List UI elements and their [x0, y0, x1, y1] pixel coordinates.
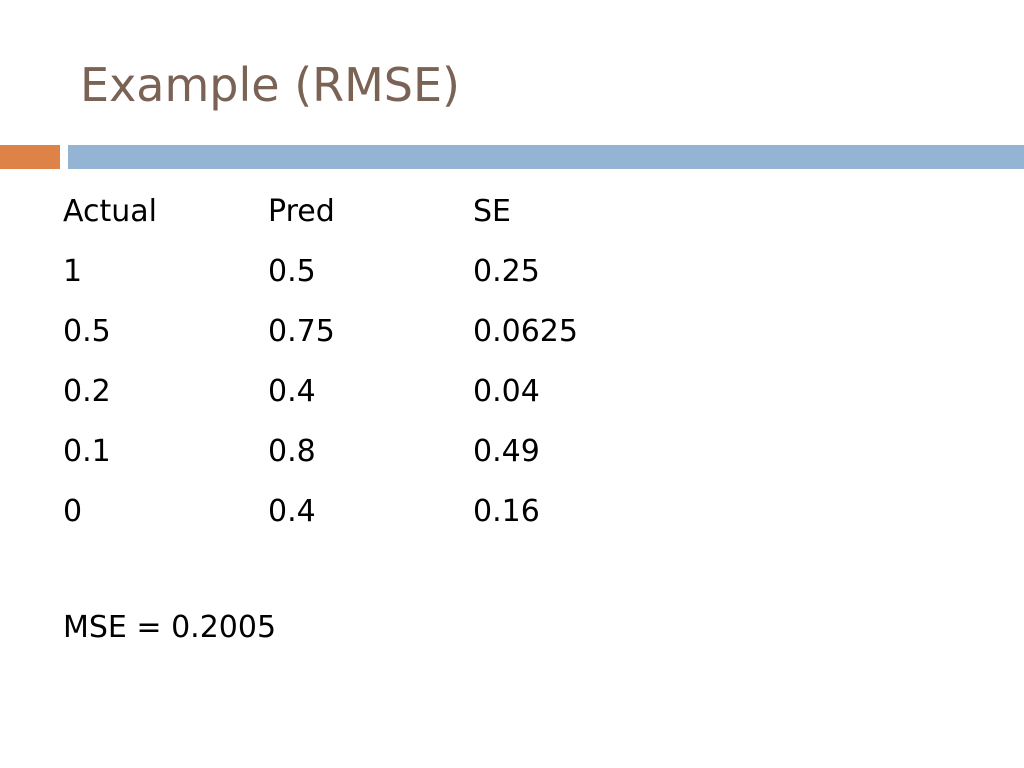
table-row: 0.1 0.8 0.49: [63, 424, 673, 484]
cell-se: 0.16: [473, 494, 540, 529]
cell-actual: 1: [63, 254, 83, 289]
cell-se: 0.04: [473, 374, 540, 409]
table-row: 1 0.5 0.25: [63, 244, 673, 304]
header-actual: Actual: [63, 194, 157, 229]
accent-bar-orange: [0, 145, 60, 169]
cell-se: 0.0625: [473, 314, 578, 349]
cell-actual: 0.1: [63, 434, 111, 469]
accent-bar-blue: [68, 145, 1024, 169]
cell-actual: 0: [63, 494, 83, 529]
cell-pred: 0.5: [268, 254, 316, 289]
cell-pred: 0.8: [268, 434, 316, 469]
cell-se: 0.25: [473, 254, 540, 289]
table-row: 0 0.4 0.16: [63, 484, 673, 544]
table-header-row: Actual Pred SE: [63, 184, 673, 244]
cell-pred: 0.75: [268, 314, 335, 349]
cell-actual: 0.5: [63, 314, 111, 349]
data-table: Actual Pred SE 1 0.5 0.25 0.5 0.75 0.062…: [63, 184, 673, 544]
cell-pred: 0.4: [268, 494, 316, 529]
table-row: 0.5 0.75 0.0625: [63, 304, 673, 364]
cell-actual: 0.2: [63, 374, 111, 409]
slide-title: Example (RMSE): [80, 58, 460, 112]
header-se: SE: [473, 194, 511, 229]
header-pred: Pred: [268, 194, 335, 229]
cell-se: 0.49: [473, 434, 540, 469]
table-row: 0.2 0.4 0.04: [63, 364, 673, 424]
mse-result: MSE = 0.2005: [63, 610, 277, 645]
cell-pred: 0.4: [268, 374, 316, 409]
